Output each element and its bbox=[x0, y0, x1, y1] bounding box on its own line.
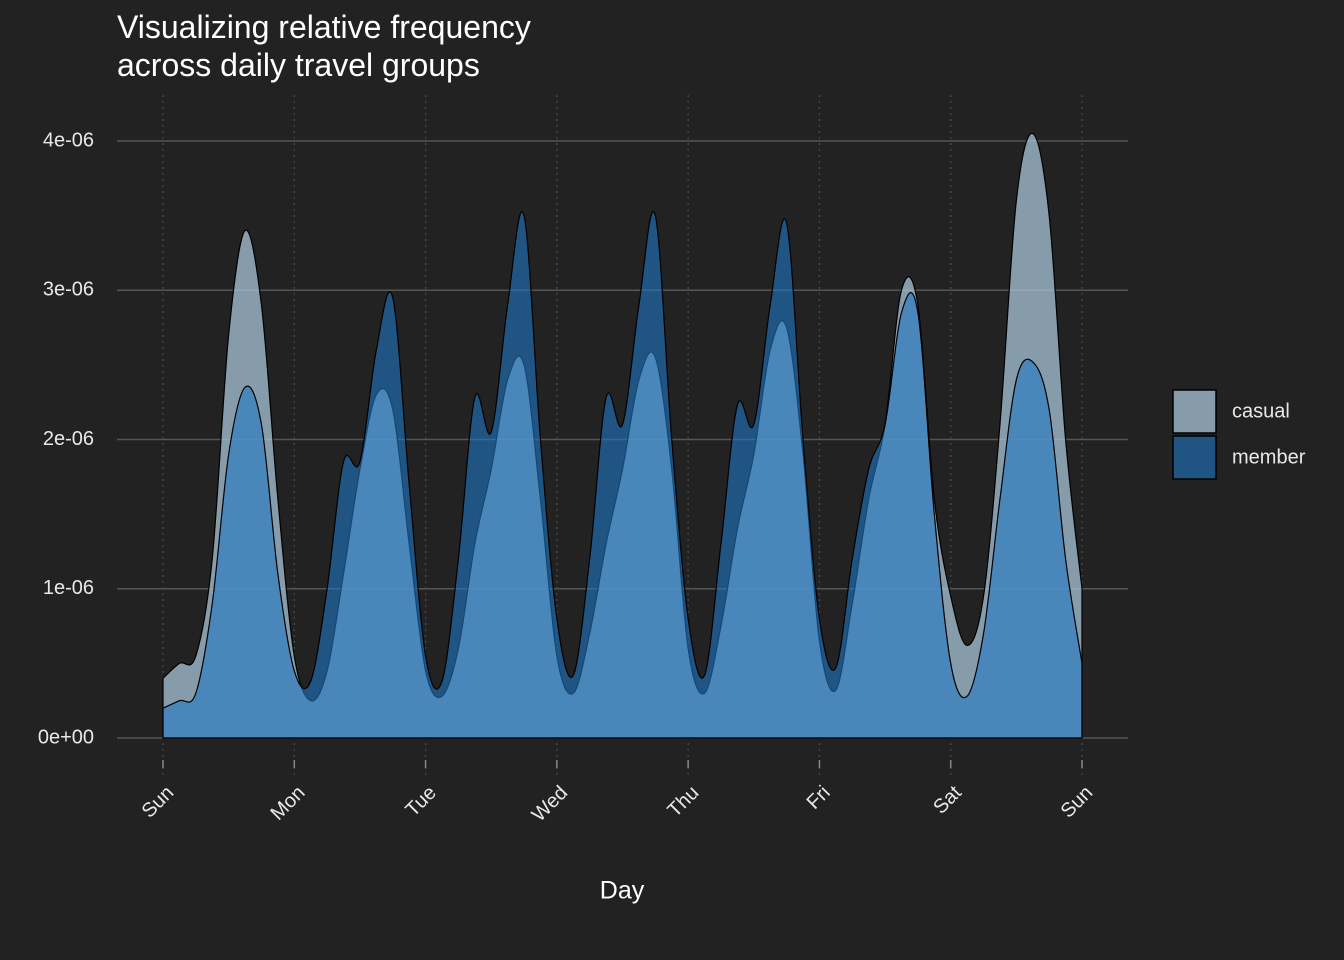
x-axis-label: Day bbox=[600, 877, 645, 905]
y-tick-label: 2e-06 bbox=[43, 428, 94, 450]
legend-swatch bbox=[1172, 389, 1217, 434]
chart-title: Visualizing relative frequency across dai… bbox=[117, 9, 531, 83]
legend-swatch bbox=[1172, 435, 1217, 480]
y-tick-label: 3e-06 bbox=[43, 279, 94, 301]
density-area bbox=[162, 211, 1083, 739]
legend-label: casual bbox=[1232, 400, 1290, 422]
y-tick-label: 0e+00 bbox=[38, 726, 94, 748]
y-tick-label: 4e-06 bbox=[43, 129, 94, 151]
y-tick-label: 1e-06 bbox=[43, 577, 94, 599]
legend-label: member bbox=[1232, 446, 1306, 468]
